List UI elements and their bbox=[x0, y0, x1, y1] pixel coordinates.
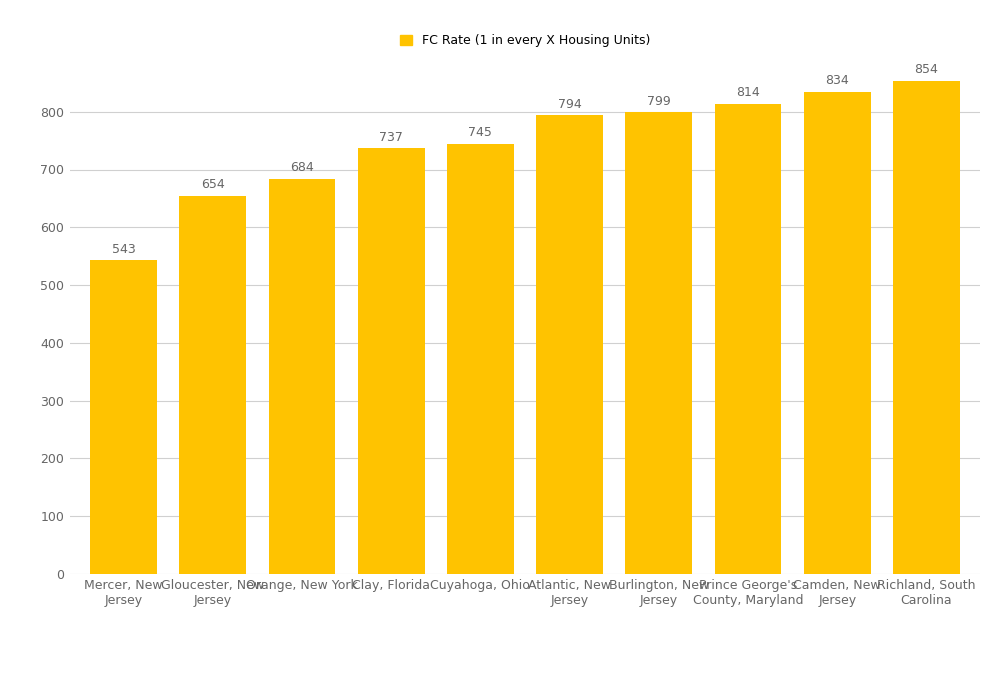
Text: 814: 814 bbox=[736, 86, 760, 99]
Text: 745: 745 bbox=[468, 126, 492, 139]
Bar bbox=[715, 104, 781, 574]
Bar bbox=[804, 92, 871, 574]
Bar bbox=[90, 260, 157, 574]
Text: 684: 684 bbox=[290, 161, 314, 174]
Bar bbox=[536, 115, 603, 574]
Legend: FC Rate (1 in every X Housing Units): FC Rate (1 in every X Housing Units) bbox=[395, 29, 655, 52]
Bar bbox=[625, 112, 692, 574]
Bar bbox=[358, 148, 425, 574]
Text: 737: 737 bbox=[379, 130, 403, 144]
Text: 654: 654 bbox=[201, 178, 225, 192]
Bar bbox=[179, 196, 246, 574]
Bar bbox=[893, 80, 960, 574]
Bar bbox=[269, 179, 335, 574]
Text: 799: 799 bbox=[647, 95, 671, 108]
Bar bbox=[447, 144, 514, 574]
Text: 543: 543 bbox=[112, 242, 135, 256]
Text: 854: 854 bbox=[915, 63, 938, 76]
Text: 834: 834 bbox=[825, 74, 849, 88]
Text: 794: 794 bbox=[558, 98, 581, 111]
